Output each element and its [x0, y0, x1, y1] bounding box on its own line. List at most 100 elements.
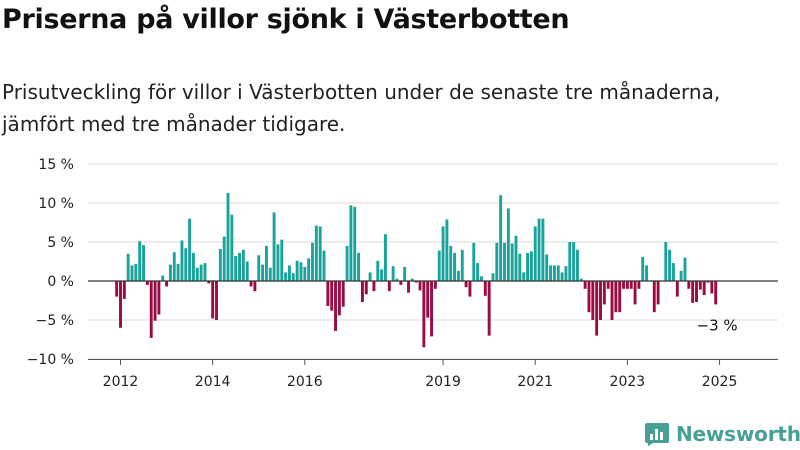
bar	[587, 281, 591, 313]
bar	[364, 281, 368, 295]
brand-name: Newsworthy	[676, 422, 800, 446]
y-tick-label: 15 %	[38, 157, 74, 173]
bar	[522, 272, 526, 281]
bar	[360, 281, 364, 303]
bar	[211, 281, 215, 319]
bar	[280, 239, 284, 281]
bar	[645, 265, 649, 281]
bar	[618, 281, 622, 313]
bar	[714, 281, 718, 305]
x-tick-label: 2012	[103, 374, 139, 390]
bar	[483, 281, 487, 296]
bar	[134, 263, 138, 281]
bar	[664, 242, 668, 281]
bar	[468, 281, 472, 297]
bar	[322, 250, 326, 281]
bar	[138, 241, 142, 281]
bar	[526, 252, 529, 281]
y-tick-label: 0 %	[47, 274, 74, 290]
bar	[245, 261, 249, 281]
bar	[318, 226, 322, 281]
bar	[437, 250, 441, 281]
bar	[372, 281, 376, 292]
bar	[445, 219, 449, 281]
bar	[668, 249, 672, 281]
bar	[395, 278, 399, 281]
y-tick-label: 10 %	[38, 196, 74, 212]
bar	[157, 281, 161, 315]
bar	[376, 260, 380, 281]
bar	[491, 273, 495, 281]
bar	[207, 281, 211, 284]
bar	[126, 253, 130, 281]
gridlines	[88, 163, 778, 360]
bar	[441, 226, 445, 281]
brand-logo: Newsworthy	[644, 420, 800, 448]
bar	[268, 267, 272, 281]
bar	[433, 281, 437, 289]
bar	[695, 281, 698, 303]
bar	[284, 272, 288, 281]
bar	[503, 242, 506, 281]
bar-chart-logo-icon	[645, 423, 669, 446]
bar	[142, 245, 145, 281]
bar	[341, 281, 345, 307]
x-tick-label: 2019	[425, 374, 461, 390]
bar	[418, 281, 422, 291]
bar	[476, 263, 480, 281]
x-tick-label: 2025	[702, 374, 738, 390]
bar	[234, 256, 238, 281]
bar	[629, 281, 633, 289]
bar	[495, 242, 499, 281]
bar	[299, 262, 303, 281]
bar	[614, 281, 618, 313]
bar	[691, 281, 695, 303]
bar	[249, 281, 253, 287]
bar	[326, 281, 330, 306]
bar	[679, 270, 683, 281]
bar	[168, 264, 172, 281]
bar	[380, 269, 384, 281]
bar	[453, 252, 457, 281]
bar	[122, 281, 126, 299]
bar	[579, 278, 583, 281]
bar	[564, 266, 568, 281]
bar	[145, 281, 149, 285]
bar	[426, 281, 430, 318]
bars	[115, 192, 718, 348]
bar	[314, 225, 318, 281]
bar	[222, 236, 226, 281]
bar	[384, 234, 387, 281]
bar	[410, 278, 414, 281]
bar	[188, 218, 192, 281]
bar	[625, 281, 629, 289]
y-tick-label: −10 %	[27, 352, 74, 368]
bar	[414, 281, 418, 283]
bar	[529, 251, 533, 281]
bar	[560, 272, 564, 281]
bar	[334, 281, 337, 331]
bar	[295, 260, 299, 281]
bar	[460, 249, 464, 281]
bar	[641, 256, 645, 281]
x-tick-label: 2021	[517, 374, 553, 390]
bar	[710, 281, 714, 294]
x-tick-label: 2023	[610, 374, 646, 390]
bar	[238, 252, 241, 281]
bar	[345, 245, 349, 281]
bar	[595, 281, 599, 336]
bar	[552, 265, 556, 281]
bar	[464, 281, 468, 288]
bar	[702, 281, 706, 296]
bar	[172, 252, 176, 281]
bar	[672, 263, 675, 281]
bar	[591, 281, 595, 320]
bar	[622, 281, 625, 289]
x-tick-label: 2016	[287, 374, 323, 390]
bar	[706, 281, 710, 283]
bar	[606, 281, 610, 289]
bar	[161, 275, 165, 281]
bar	[272, 212, 276, 281]
bar	[568, 242, 572, 281]
